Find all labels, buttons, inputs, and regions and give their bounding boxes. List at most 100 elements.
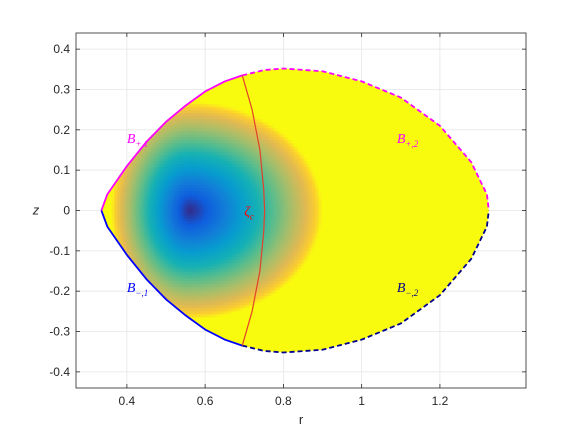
heat-cell <box>225 128 229 132</box>
heat-cell <box>234 83 238 87</box>
heat-cell <box>129 176 133 180</box>
heat-cell <box>183 260 187 264</box>
heat-cell <box>198 281 202 285</box>
heat-cell <box>246 272 250 276</box>
heat-cell <box>189 155 193 159</box>
heat-cell <box>132 200 136 204</box>
heat-cell <box>135 188 139 192</box>
heat-cell <box>165 179 169 183</box>
heat-cell <box>186 185 190 189</box>
heat-cell <box>186 113 190 117</box>
heat-cell <box>237 83 241 87</box>
heat-cell <box>210 110 214 114</box>
heat-cell <box>153 275 157 279</box>
heat-cell <box>168 266 172 270</box>
heat-cell <box>180 239 184 243</box>
heat-cell <box>156 242 160 246</box>
heat-cell <box>162 233 166 237</box>
heat-cell <box>171 149 175 153</box>
heat-cell <box>237 305 241 309</box>
heat-cell <box>162 227 166 231</box>
heat-cell <box>201 296 205 300</box>
heat-cell <box>147 224 151 228</box>
heat-cell <box>186 182 190 186</box>
heat-cell <box>177 125 181 129</box>
heat-cell <box>147 245 151 249</box>
heat-cell <box>198 254 202 258</box>
heat-cell <box>162 170 166 174</box>
heat-cell <box>189 278 193 282</box>
heat-cell <box>219 218 223 222</box>
heat-cell <box>138 170 142 174</box>
heat-cell <box>156 149 160 153</box>
heat-cell <box>168 128 172 132</box>
heat-cell <box>144 269 148 273</box>
heat-cell <box>201 308 205 312</box>
heat-cell <box>216 230 220 234</box>
heat-cell <box>132 173 136 177</box>
heat-cell <box>171 254 175 258</box>
heat-cell <box>210 233 214 237</box>
heat-cell <box>228 125 232 129</box>
heat-cell <box>231 98 235 102</box>
heat-cell <box>222 233 226 237</box>
heat-cell <box>201 293 205 297</box>
heat-cell <box>150 254 154 258</box>
heat-cell <box>216 131 220 135</box>
heat-cell <box>207 116 211 120</box>
heat-cell <box>180 230 184 234</box>
heat-cell <box>222 212 226 216</box>
heat-cell <box>246 137 250 141</box>
heat-cell <box>219 284 223 288</box>
heat-cell <box>216 128 220 132</box>
heat-cell <box>168 251 172 255</box>
heat-cell <box>153 194 157 198</box>
heat-cell <box>132 191 136 195</box>
heat-cell <box>243 251 247 255</box>
heat-cell <box>159 128 163 132</box>
heat-cell <box>165 206 169 210</box>
heat-cell <box>210 224 214 228</box>
heat-cell <box>186 266 190 270</box>
heat-cell <box>117 194 121 198</box>
heat-cell <box>180 284 184 288</box>
heat-cell <box>198 302 202 306</box>
heat-cell <box>222 329 226 333</box>
heat-cell <box>138 260 142 264</box>
heat-cell <box>180 206 184 210</box>
heat-cell <box>180 137 184 141</box>
heat-cell <box>171 194 175 198</box>
heat-cell <box>195 251 199 255</box>
heat-cell <box>108 224 112 228</box>
heat-cell <box>216 182 220 186</box>
heat-cell <box>180 179 184 183</box>
heat-cell <box>126 191 130 195</box>
heat-cell <box>222 290 226 294</box>
heat-cell <box>171 293 175 297</box>
heat-cell <box>249 107 253 111</box>
heat-cell <box>228 167 232 171</box>
heat-cell <box>210 119 214 123</box>
heat-cell <box>162 248 166 252</box>
heat-cell <box>198 320 202 324</box>
heat-cell <box>234 317 238 321</box>
heat-cell <box>234 164 238 168</box>
heat-cell <box>195 170 199 174</box>
heat-cell <box>183 191 187 195</box>
heat-cell <box>234 293 238 297</box>
heat-cell <box>213 89 217 93</box>
heat-cell <box>192 131 196 135</box>
heat-cell <box>216 245 220 249</box>
heat-cell <box>213 122 217 126</box>
heat-cell <box>249 290 253 294</box>
heat-cell <box>225 332 229 336</box>
heat-cell <box>228 287 232 291</box>
heat-cell <box>174 185 178 189</box>
heat-cell <box>138 248 142 252</box>
heat-cell <box>225 95 229 99</box>
heat-cell <box>225 92 229 96</box>
heat-cell <box>201 242 205 246</box>
heat-cell <box>231 311 235 315</box>
heat-cell <box>177 185 181 189</box>
heat-cell <box>132 215 136 219</box>
